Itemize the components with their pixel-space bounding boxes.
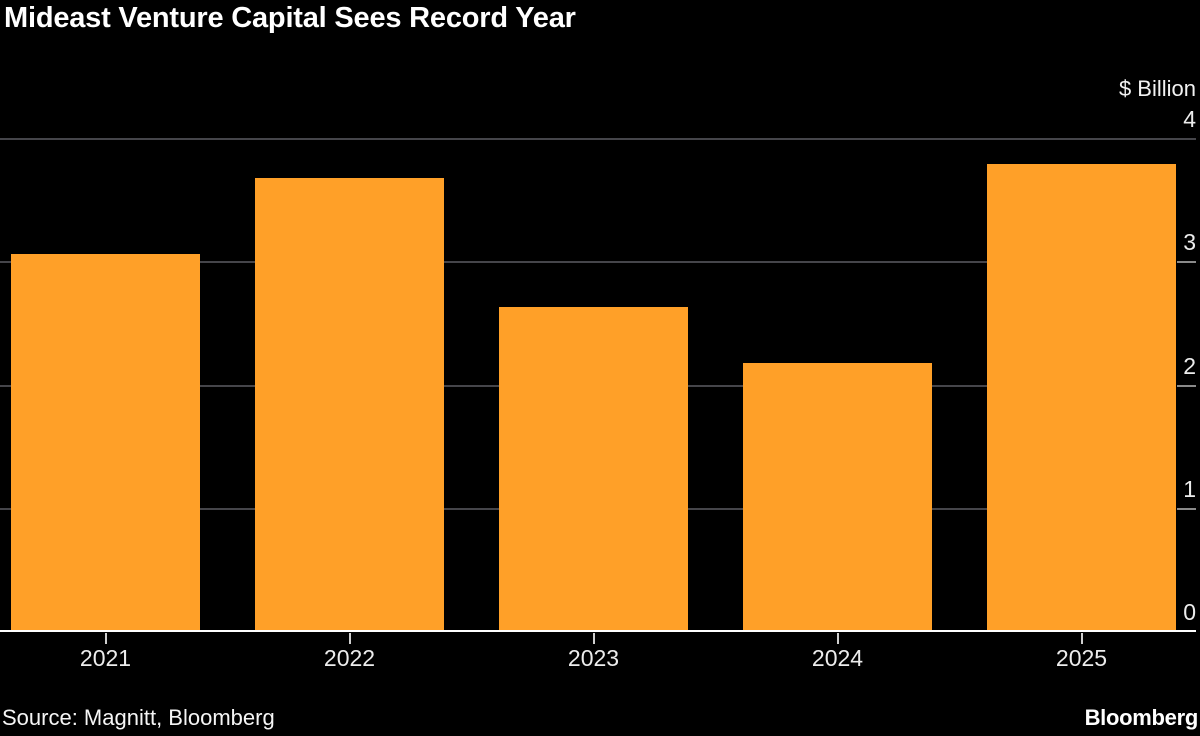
y-tick-label-3: 3: [1183, 229, 1196, 256]
bar-2025: [987, 163, 1176, 632]
x-tick-label-2025: 2025: [1055, 645, 1108, 671]
y-tick-label-2: 2: [1183, 352, 1196, 379]
x-tick-label-2021: 2021: [79, 645, 132, 671]
y-tick-mark-1: [1177, 507, 1196, 510]
gridline-4: [0, 138, 1196, 140]
x-tick-mark-2025: [1080, 633, 1083, 644]
x-tick-mark-2022: [348, 633, 351, 644]
y-axis-unit-label: $ Billion: [1118, 76, 1196, 101]
x-tick-mark-2023: [592, 633, 595, 644]
y-tick-label-0: 0: [1183, 599, 1196, 625]
gridline-3: [0, 261, 1176, 264]
x-tick-label-2023: 2023: [567, 645, 620, 671]
bar-2021: [11, 253, 200, 632]
x-tick-mark-2021: [104, 633, 107, 644]
x-axis-line: [0, 630, 1196, 632]
x-tick-label-2022: 2022: [323, 645, 376, 671]
y-tick-label-4: 4: [1183, 106, 1196, 132]
y-tick-mark-2: [1177, 384, 1196, 387]
x-tick-mark-2024: [836, 633, 839, 644]
bar-2024: [743, 363, 932, 632]
bloomberg-logo: Bloomberg: [1084, 705, 1199, 730]
bar-2023: [499, 306, 688, 632]
source-note: Source: Magnitt, Bloomberg: [2, 705, 275, 730]
x-tick-label-2024: 2024: [811, 645, 864, 671]
chart-title: Mideast Venture Capital Sees Record Year: [4, 2, 576, 34]
bar-2022: [255, 178, 444, 632]
y-tick-mark-3: [1177, 261, 1196, 264]
y-tick-label-1: 1: [1183, 475, 1196, 502]
